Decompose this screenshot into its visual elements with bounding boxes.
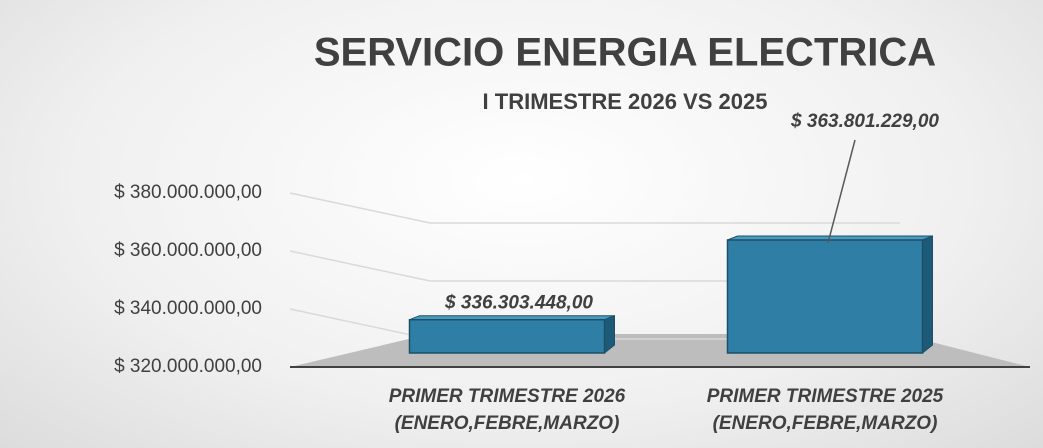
grid-line: [289, 192, 900, 224]
x-tick-label: PRIMER TRIMESTRE 2026 (ENERO,FEBRE,MARZO…: [388, 386, 626, 434]
bar: [726, 239, 924, 354]
y-tick-label: $ 360.000.000,00: [114, 240, 262, 261]
bar-side: [922, 235, 933, 355]
y-tick-label: $ 340.000.000,00: [114, 298, 262, 319]
value-label: $ 363.801.229,00: [790, 111, 939, 132]
x-tick-label: PRIMER TRIMESTRE 2025 (ENERO,FEBRE,MARZO…: [706, 386, 944, 434]
chart-subtitle: I TRIMESTRE 2026 VS 2025: [483, 89, 768, 114]
y-tick-label: $ 320.000.000,00: [114, 356, 262, 377]
value-label: $ 336.303.448,00: [444, 293, 593, 314]
bar: [408, 318, 606, 354]
leader-line: [827, 139, 856, 244]
chart-title: SERVICIO ENERGIA ELECTRICA: [314, 31, 936, 75]
y-tick-label: $ 380.000.000,00: [114, 182, 262, 203]
